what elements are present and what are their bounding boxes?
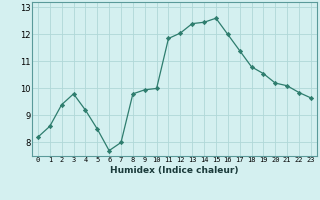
X-axis label: Humidex (Indice chaleur): Humidex (Indice chaleur)	[110, 166, 239, 175]
